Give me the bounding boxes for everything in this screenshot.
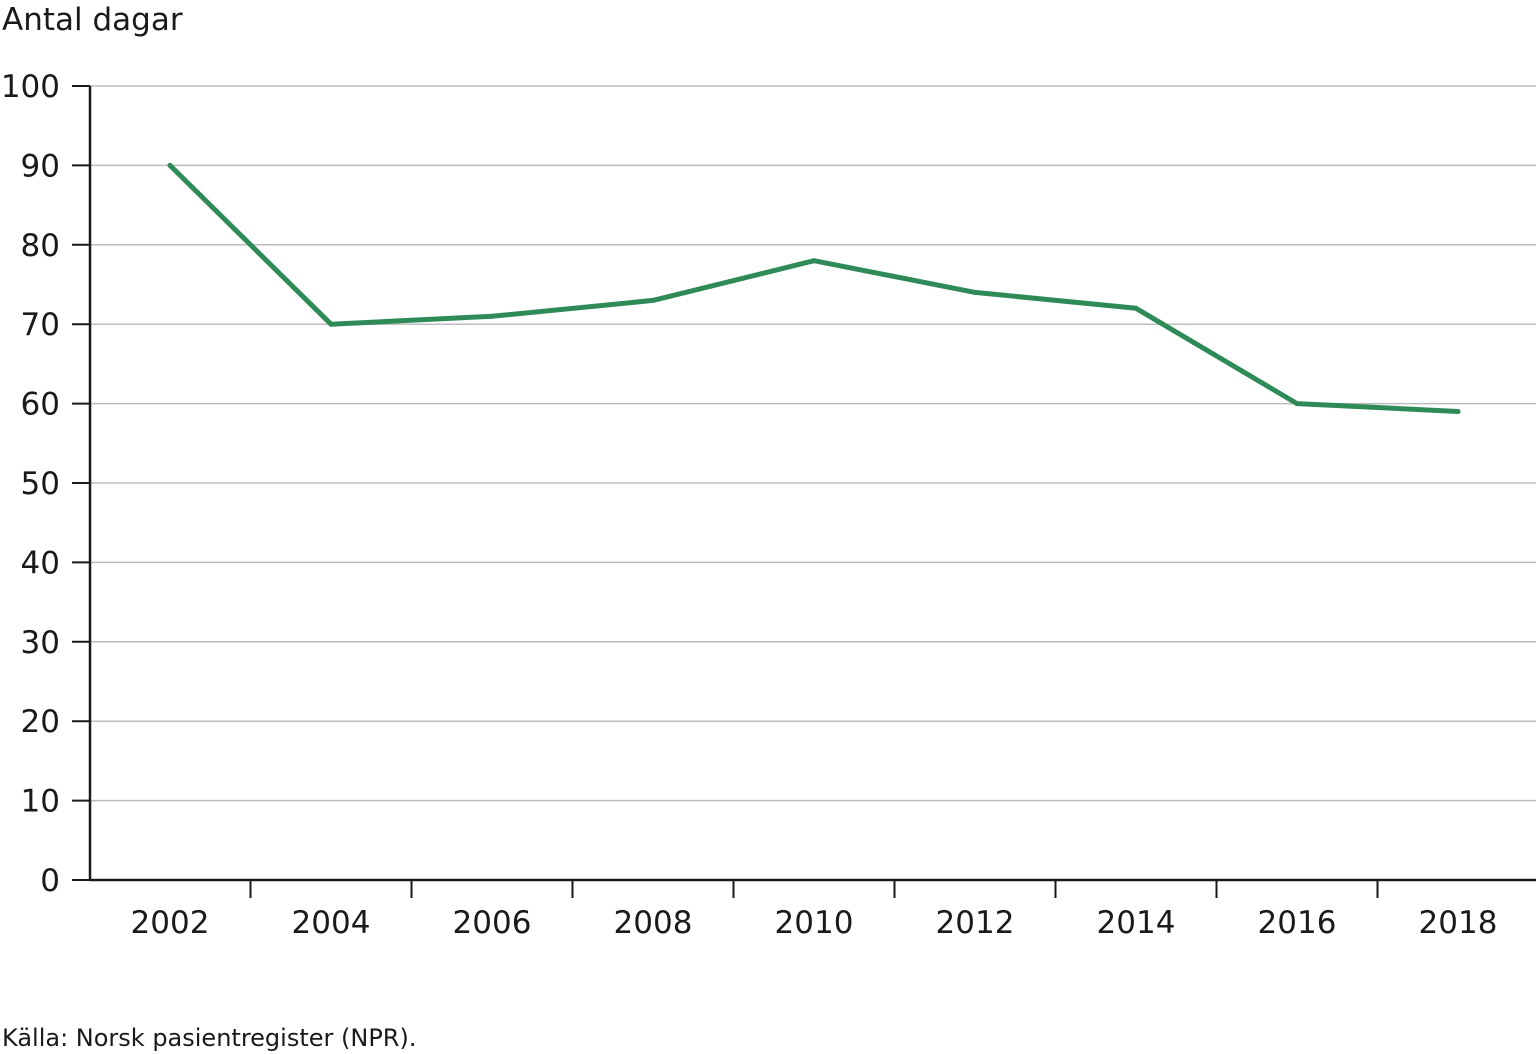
y-tick-label-80: 80 [21,228,60,264]
x-tick-label-2016: 2016 [1258,905,1337,941]
y-tick-label-40: 40 [21,545,60,581]
data-point-2018 [1455,409,1461,415]
data-point-2012 [972,289,978,295]
series-line-0 [167,162,1461,414]
data-point-2006 [489,313,495,319]
x-tick-label-2004: 2004 [292,905,371,941]
y-axis-title: Antal dagar [2,2,183,38]
y-tick-label-90: 90 [21,148,60,184]
x-tick-label-2002: 2002 [131,905,210,941]
y-tick-label-100: 100 [1,69,60,105]
y-tick-label-60: 60 [21,387,60,423]
x-tick-label-2018: 2018 [1419,905,1498,941]
data-point-2004 [328,321,334,327]
data-point-2016 [1294,401,1300,407]
data-point-2014 [1133,305,1139,311]
source-note: Källa: Norsk pasientregister (NPR). [2,1024,416,1052]
y-tick-label-0: 0 [40,863,60,899]
data-point-2002 [167,162,173,168]
x-tick-label-2010: 2010 [775,905,854,941]
y-tick-label-20: 20 [21,704,60,740]
x-tick-label-2008: 2008 [614,905,693,941]
x-tick-label-2006: 2006 [453,905,532,941]
y-tick-label-70: 70 [21,307,60,343]
series-group [167,162,1461,415]
y-axis-ticks: 0 10 20 30 40 50 60 70 80 90 100 [1,69,90,899]
x-axis-ticks: 2002 2004 2006 2008 2010 2012 2014 2016 2018 [131,880,1498,941]
data-point-2008 [650,297,656,303]
x-tick-label-2012: 2012 [936,905,1015,941]
x-tick-label-2014: 2014 [1097,905,1176,941]
y-tick-label-30: 30 [21,625,60,661]
y-tick-label-10: 10 [21,784,60,820]
gridlines [90,85,1536,802]
y-tick-label-50: 50 [21,466,60,502]
data-point-2010 [811,258,817,264]
